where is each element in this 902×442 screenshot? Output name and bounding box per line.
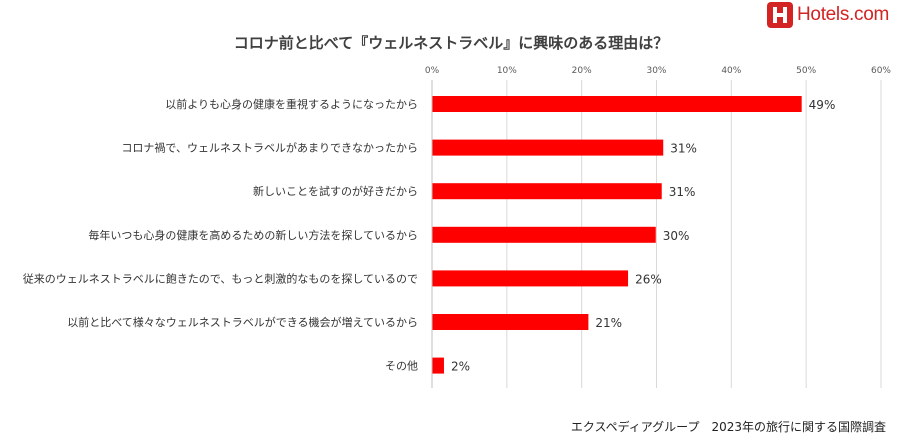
data-label: 31% — [670, 142, 697, 156]
logo-text: Hotels.com — [797, 4, 890, 25]
hotels-com-logo: Hotels.com — [767, 2, 889, 28]
data-label: 49% — [809, 98, 836, 112]
x-tick-label: 30% — [646, 66, 666, 76]
category-label: 以前と比べて様々なウェルネストラベルができる機会が増えているから — [67, 315, 418, 329]
source-note: エクスペディアグループ 2023年の旅行に関する国際調査 — [570, 420, 886, 434]
bar-chart: 0% 10% 20% 30% 40% 50% 60% 以前よりも心身の健康を重視するようになっ… — [23, 66, 891, 388]
x-tick-label: 0% — [425, 66, 440, 76]
category-label: 新しいことを試すのが好きだから — [253, 184, 418, 198]
chart-title: コロナ前と比べて『ウェルネストラベル』に興味のある理由は？ — [233, 34, 669, 52]
category-label: 以前よりも心身の健康を重視するようになったから — [165, 97, 418, 111]
x-tick-label: 50% — [796, 66, 816, 76]
x-tick-label: 10% — [497, 66, 517, 76]
data-label: 31% — [669, 185, 696, 199]
bar — [432, 96, 802, 112]
bar — [432, 183, 662, 200]
x-tick-label: 40% — [721, 66, 741, 76]
data-label: 21% — [595, 316, 622, 330]
bar — [432, 357, 444, 374]
bar — [432, 139, 664, 156]
bar — [432, 314, 589, 330]
bar — [432, 270, 629, 287]
x-tick-label: 60% — [871, 66, 891, 76]
category-label: 毎年いつも心身の健康を高めるための新しい方法を探しているから — [88, 228, 418, 242]
hotels-logo-icon — [767, 2, 793, 28]
category-label: コロナ禍で、ウェルネストラベルがあまりできなかったから — [121, 141, 418, 155]
data-label: 26% — [635, 272, 662, 286]
data-label: 30% — [663, 229, 690, 243]
category-label: 従来のウェルネストラベルに飽きたので、もっと刺激的なものを探しているので — [23, 271, 418, 285]
data-label: 2% — [451, 360, 470, 374]
bar — [432, 226, 656, 243]
category-label: その他 — [385, 360, 418, 373]
x-tick-label: 20% — [572, 66, 592, 76]
